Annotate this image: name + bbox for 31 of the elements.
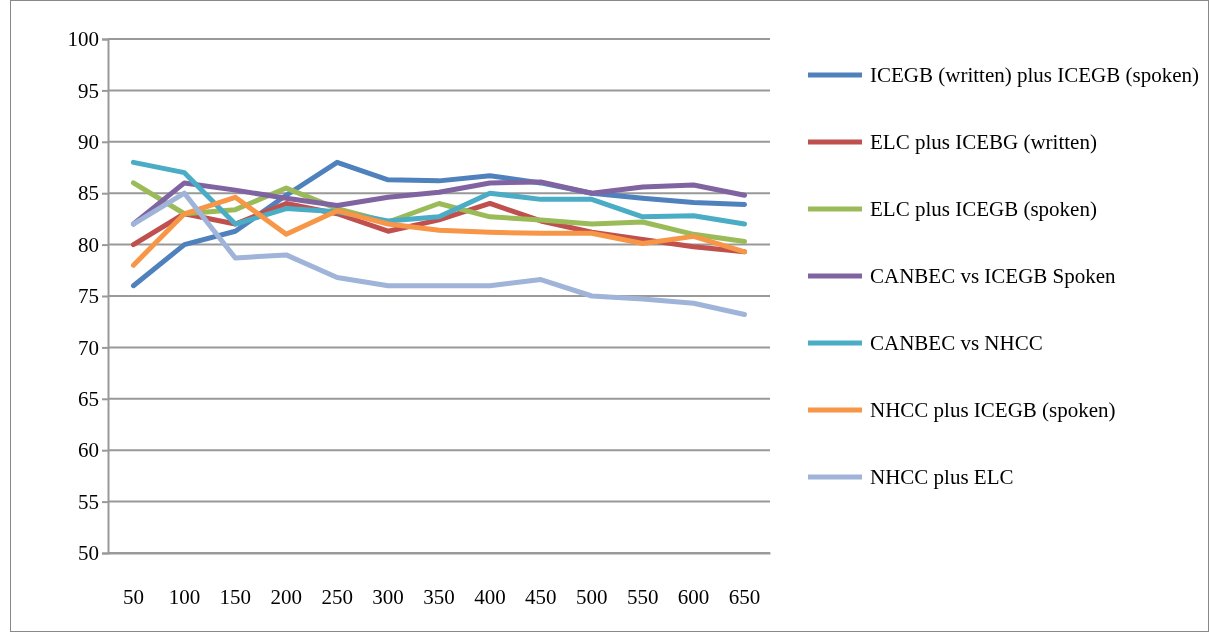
legend-label: ICEGB (written) plus ICEGB (spoken) <box>870 63 1199 87</box>
y-tick-label: 80 <box>78 232 99 257</box>
x-tick-label: 600 <box>677 584 710 609</box>
x-tick-label: 500 <box>576 584 608 609</box>
x-tick-label: 250 <box>321 584 353 609</box>
y-tick-label: 65 <box>78 387 99 412</box>
legend-label: NHCC plus ELC <box>870 465 1014 489</box>
x-tick-label: 450 <box>525 584 557 609</box>
x-tick-label: 50 <box>122 584 144 609</box>
x-tick-label: 100 <box>168 584 201 609</box>
y-tick-label: 75 <box>78 284 99 309</box>
y-tick-label: 55 <box>78 489 99 514</box>
y-tick-label: 85 <box>78 181 99 206</box>
x-tick-label: 200 <box>270 584 302 609</box>
legend-label: ELC plus ICEGB (spoken) <box>870 197 1097 221</box>
y-tick-label: 60 <box>78 438 99 463</box>
y-tick-label: 100 <box>67 27 99 52</box>
legend-label: CANBEC vs ICEGB Spoken <box>870 264 1117 288</box>
x-tick-label: 550 <box>626 584 659 609</box>
x-tick-label: 400 <box>474 584 506 609</box>
x-tick-label: 650 <box>728 584 761 609</box>
legend-label: NHCC plus ICEGB (spoken) <box>870 398 1116 422</box>
y-tick-label: 50 <box>78 541 99 566</box>
y-tick-label: 90 <box>78 130 99 155</box>
x-tick-label: 350 <box>423 584 455 609</box>
y-tick-label: 70 <box>78 335 99 360</box>
x-tick-label: 300 <box>372 584 404 609</box>
y-tick-label: 95 <box>78 78 99 103</box>
x-tick-label: 150 <box>219 584 252 609</box>
legend-label: CANBEC vs NHCC <box>870 331 1043 355</box>
legend-label: ELC plus ICEBG (written) <box>870 130 1097 154</box>
